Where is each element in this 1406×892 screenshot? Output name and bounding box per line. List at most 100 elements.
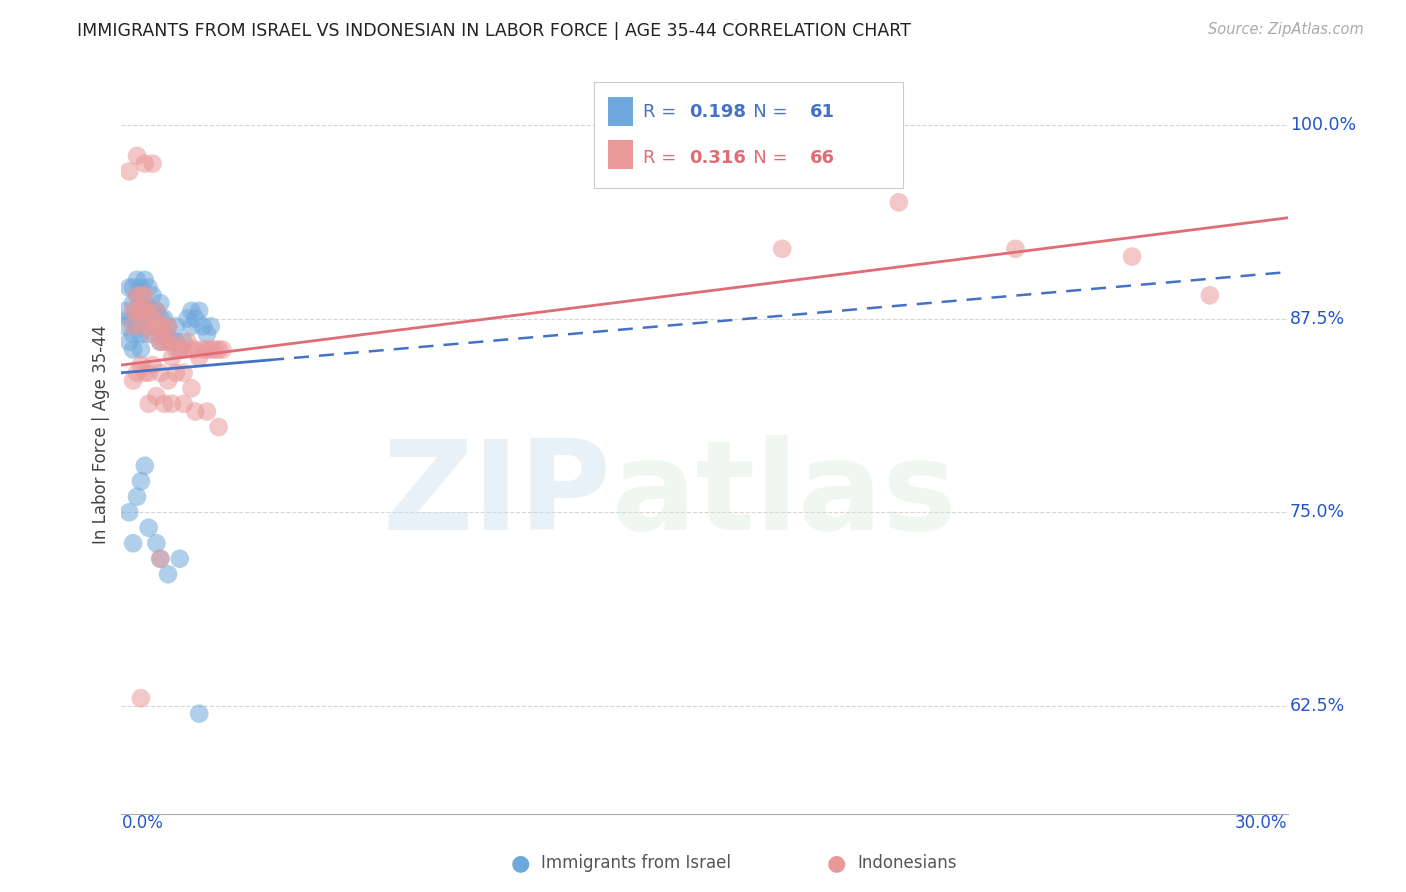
Point xyxy=(145,303,167,318)
Point xyxy=(122,536,145,550)
Y-axis label: In Labor Force | Age 35-44: In Labor Force | Age 35-44 xyxy=(93,326,110,544)
Point xyxy=(118,164,141,178)
Point xyxy=(134,288,156,302)
Point xyxy=(160,397,183,411)
Point xyxy=(138,397,160,411)
Point xyxy=(191,319,214,334)
Point xyxy=(138,280,160,294)
Point xyxy=(134,458,156,473)
Text: N =: N = xyxy=(735,103,793,121)
Point xyxy=(134,156,156,170)
Text: ●: ● xyxy=(827,854,846,873)
Point xyxy=(129,691,152,706)
Text: 0.0%: 0.0% xyxy=(121,814,163,832)
Point xyxy=(138,319,160,334)
Point xyxy=(129,475,152,489)
Point xyxy=(145,319,167,334)
Text: Indonesians: Indonesians xyxy=(858,855,957,872)
Point xyxy=(149,366,172,380)
Point xyxy=(141,288,163,302)
Point xyxy=(134,319,156,334)
Point xyxy=(149,296,172,310)
Point xyxy=(134,273,156,287)
Point xyxy=(134,303,156,318)
FancyBboxPatch shape xyxy=(607,97,633,126)
Point xyxy=(138,303,160,318)
Point xyxy=(165,343,187,357)
Point xyxy=(157,374,180,388)
Point xyxy=(191,343,214,357)
Point xyxy=(138,366,160,380)
Point xyxy=(122,319,145,334)
Text: Source: ZipAtlas.com: Source: ZipAtlas.com xyxy=(1208,22,1364,37)
FancyBboxPatch shape xyxy=(607,140,633,169)
Point xyxy=(157,334,180,349)
Point xyxy=(122,343,145,357)
Point xyxy=(173,366,195,380)
Point xyxy=(188,706,211,721)
Text: R =: R = xyxy=(643,149,682,167)
Point xyxy=(153,319,176,334)
Point xyxy=(157,319,180,334)
Point xyxy=(204,343,226,357)
Text: N =: N = xyxy=(735,149,793,167)
Point xyxy=(125,273,148,287)
Point xyxy=(125,149,148,163)
Point xyxy=(114,303,136,318)
Point xyxy=(176,311,198,326)
Text: 0.316: 0.316 xyxy=(689,149,747,167)
Point xyxy=(118,334,141,349)
Point xyxy=(129,288,152,302)
Point xyxy=(129,311,152,326)
Point xyxy=(118,280,141,294)
Point xyxy=(125,288,148,302)
Point xyxy=(180,343,202,357)
Point xyxy=(125,366,148,380)
Point xyxy=(141,156,163,170)
Point xyxy=(207,343,229,357)
Text: R =: R = xyxy=(643,103,682,121)
Point xyxy=(207,420,229,434)
Point xyxy=(122,311,145,326)
Point xyxy=(125,319,148,334)
Point xyxy=(211,343,233,357)
Point xyxy=(169,551,191,566)
Point xyxy=(125,490,148,504)
Point xyxy=(157,334,180,349)
Point xyxy=(184,404,207,418)
Point xyxy=(160,351,183,365)
Point xyxy=(149,334,172,349)
Point xyxy=(129,303,152,318)
Point xyxy=(195,326,218,341)
Point xyxy=(157,567,180,582)
Point xyxy=(134,366,156,380)
Point xyxy=(129,319,152,334)
Point xyxy=(180,319,202,334)
Point xyxy=(114,319,136,334)
Point xyxy=(149,311,172,326)
Point xyxy=(129,358,152,372)
Point xyxy=(180,303,202,318)
Text: 30.0%: 30.0% xyxy=(1234,814,1288,832)
Point xyxy=(169,343,191,357)
Point xyxy=(118,505,141,519)
Point xyxy=(122,296,145,310)
Text: atlas: atlas xyxy=(612,435,957,556)
Point xyxy=(160,334,183,349)
Point xyxy=(129,326,152,341)
Point xyxy=(149,551,172,566)
Point xyxy=(141,311,163,326)
Text: 87.5%: 87.5% xyxy=(1289,310,1346,327)
Point xyxy=(149,551,172,566)
Text: IMMIGRANTS FROM ISRAEL VS INDONESIAN IN LABOR FORCE | AGE 35-44 CORRELATION CHAR: IMMIGRANTS FROM ISRAEL VS INDONESIAN IN … xyxy=(77,22,911,40)
Point xyxy=(125,303,148,318)
Point xyxy=(887,195,910,210)
Point xyxy=(149,319,172,334)
Point xyxy=(145,319,167,334)
Text: 66: 66 xyxy=(810,149,834,167)
Point xyxy=(125,288,148,302)
Point xyxy=(153,326,176,341)
Text: ●: ● xyxy=(510,854,530,873)
Point xyxy=(195,343,218,357)
Point xyxy=(165,366,187,380)
